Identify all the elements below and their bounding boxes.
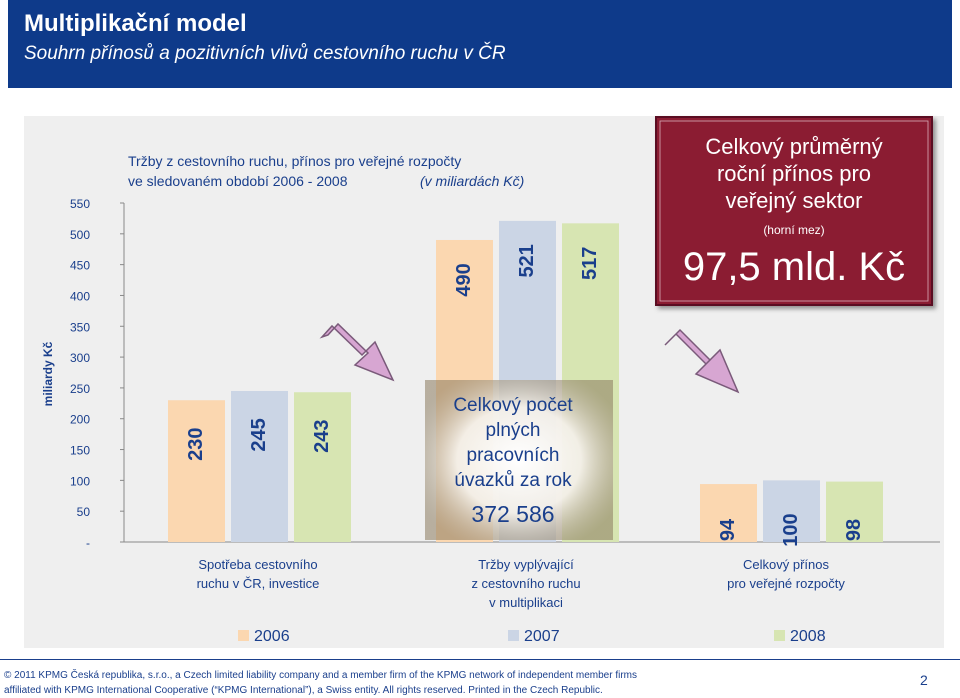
- sector-callout: Celkový průměrný roční přínos pro veřejn…: [655, 116, 933, 306]
- sector-line3: veřejný sektor: [726, 188, 863, 213]
- bar-value-label: 100: [780, 513, 802, 546]
- bar-chart: - 50 100 150 200 250 300 350 400 450 500 550 miliar…: [41, 116, 940, 645]
- jobs-line3: pracovních: [467, 445, 560, 466]
- bar-2006-3: [700, 484, 757, 542]
- category-labels: Spotřeba cestovního ruchu v ČR, investice…: [197, 557, 846, 610]
- bar-value-label: 521: [516, 244, 538, 277]
- arrow-2-icon: [664, 328, 740, 394]
- arrow-1-icon: [319, 322, 395, 382]
- category-label: Tržby vyplývající: [478, 557, 574, 572]
- sector-line2: roční přínos pro: [717, 161, 871, 186]
- category-label: pro veřejné rozpočty: [727, 576, 845, 591]
- bar-value-label: 243: [311, 420, 333, 453]
- chart-title-line1: Tržby z cestovního ruchu, přínos pro veř…: [128, 153, 461, 169]
- legend-label: 2007: [524, 628, 560, 645]
- footer-divider: [0, 659, 960, 660]
- bar-value-label: 490: [453, 263, 475, 296]
- jobs-line2: plných: [486, 420, 541, 441]
- y-tick-label: 250: [70, 382, 90, 396]
- legend-swatch-2008: [774, 630, 785, 641]
- slide-title: Multiplikační model: [24, 10, 247, 37]
- bar-value-label: 94: [717, 518, 739, 541]
- bar-2007-3: [763, 480, 820, 542]
- y-tick-label: -: [86, 536, 90, 550]
- legend-swatch-2007: [508, 630, 519, 641]
- y-tick-label: 50: [77, 505, 91, 519]
- jobs-callout: Celkový počet plných pracovních úvazků z…: [425, 380, 613, 540]
- legend: 2006 2007 2008: [238, 628, 826, 645]
- y-tick-label: 200: [70, 413, 90, 427]
- y-tick-label: 300: [70, 351, 90, 365]
- y-tick-label: 450: [70, 259, 90, 273]
- jobs-line1: Celkový počet: [453, 395, 573, 416]
- legend-label: 2006: [254, 628, 290, 645]
- bar-2008-1: [294, 392, 351, 542]
- y-tick-label: 550: [70, 197, 90, 211]
- y-tick-label: 500: [70, 228, 90, 242]
- bar-value-label: 517: [579, 247, 601, 280]
- y-axis-label: miliardy Kč: [41, 341, 55, 406]
- slide-subtitle: Souhrn přínosů a pozitivních vlivů cesto…: [24, 43, 506, 64]
- sector-value: 97,5 mld. Kč: [683, 245, 905, 289]
- footer-line2: affiliated with KPMG International Coope…: [4, 685, 603, 696]
- category-label: ruchu v ČR, investice: [197, 576, 320, 591]
- category-label: Celkový přínos: [743, 557, 829, 572]
- bar-2007-1: [231, 390, 288, 542]
- y-tick-label: 400: [70, 289, 90, 303]
- bar-2006-1: [168, 400, 225, 542]
- bar-value-label: 245: [248, 418, 270, 451]
- legend-swatch-2006: [238, 630, 249, 641]
- bar-2008-3: [826, 481, 883, 542]
- slide-header: Multiplikační model Souhrn přínosů a poz…: [8, 0, 952, 88]
- jobs-value: 372 586: [471, 501, 554, 527]
- jobs-line4: úvazků za rok: [454, 470, 572, 491]
- y-tick-label: 100: [70, 474, 90, 488]
- footer: © 2011 KPMG Česká republika, s.r.o., a C…: [4, 668, 637, 698]
- category-label: Spotřeba cestovního: [198, 557, 317, 572]
- sector-note: (horní mez): [763, 223, 824, 237]
- bar-value-label: 98: [843, 519, 865, 541]
- footer-line1: © 2011 KPMG Česká republika, s.r.o., a C…: [4, 670, 638, 681]
- chart-title-unit: (v miliardách Kč): [420, 173, 524, 189]
- y-tick-label: 150: [70, 444, 90, 458]
- category-label: z cestovního ruchu: [471, 576, 580, 591]
- legend-label: 2008: [790, 628, 826, 645]
- chart-title-line2: ve sledovaném období 2006 - 2008: [128, 173, 348, 189]
- sector-line1: Celkový průměrný: [705, 134, 882, 159]
- page-number: 2: [920, 672, 928, 688]
- category-label: v multiplikaci: [489, 595, 563, 610]
- y-tick-label: 350: [70, 320, 90, 334]
- bar-value-label: 230: [185, 428, 207, 461]
